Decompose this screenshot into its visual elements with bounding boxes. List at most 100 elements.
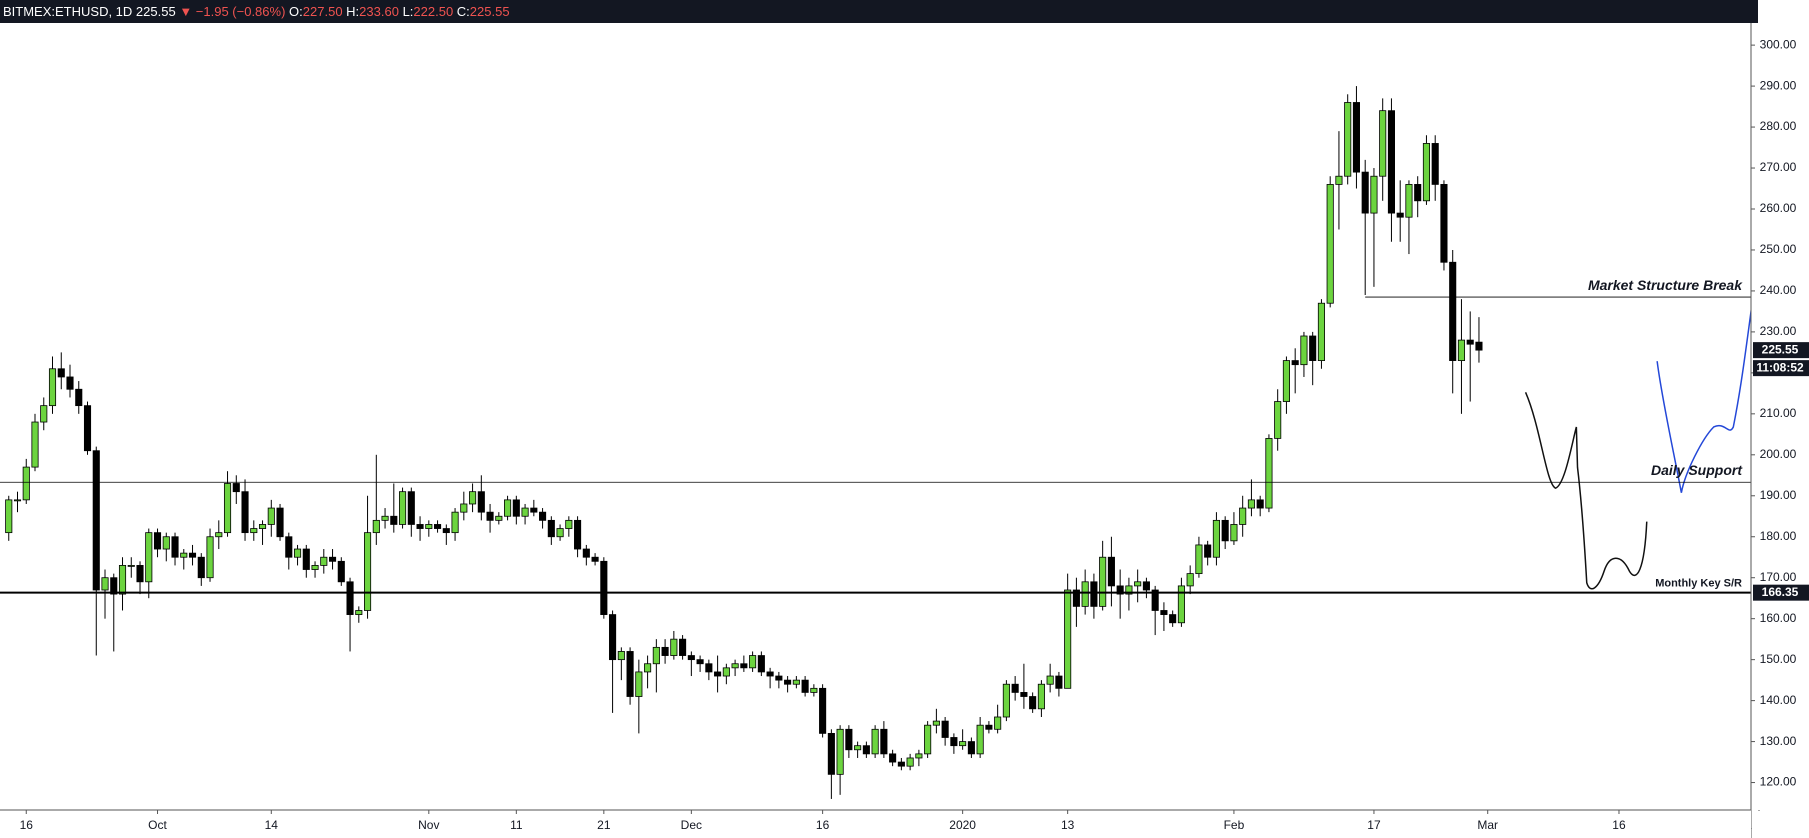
candle-body [1125,585,1133,595]
candle-body [136,565,144,583]
candle-body [215,532,223,538]
x-tick-label: 17 [1367,818,1381,832]
candle-body [258,524,267,529]
candle-body [836,728,844,775]
candle-body [1344,102,1352,177]
candle-body [92,450,100,591]
x-tick-label: 11 [510,818,523,832]
candle-body [451,511,459,534]
x-tick-label: 14 [265,818,279,832]
label: C: [456,4,470,19]
candle-body [1151,589,1159,611]
candle-body [293,548,302,558]
candle-body [661,646,669,656]
candle-body [381,515,389,521]
candle-body [792,679,800,685]
candle-body [1221,519,1229,542]
x-tick-label: 2020 [949,818,976,832]
candle-body [950,737,958,747]
candle-body [696,659,704,665]
candle-body [1186,573,1194,587]
candle-body [372,519,380,534]
candle-body [1422,143,1431,202]
candle-body [1195,544,1203,575]
candle-body [346,581,354,615]
candle-body [48,368,57,407]
y-tick-label: 180.00 [1760,529,1797,543]
candle-body [775,675,783,681]
candle-body [416,524,424,529]
candle-body [1265,438,1273,509]
candle-body [1291,360,1299,366]
candle-body [276,507,284,538]
y-tick-label: 130.00 [1760,734,1797,748]
candle-body [1046,675,1054,685]
candle-body [311,565,319,570]
candle-body [924,724,932,755]
candle-body [889,753,897,763]
y-tick-label: 160.00 [1760,611,1797,625]
candle-body [1361,171,1369,214]
y-tick-label: 250.00 [1760,242,1797,256]
candle-body [897,761,905,767]
y-tick-label: 120.00 [1760,775,1797,789]
y-tick-label: 240.00 [1760,283,1797,297]
candle-body [1405,184,1413,218]
level-label: Daily Support [1651,462,1743,478]
candle-body [626,651,634,697]
candle-body [504,499,512,517]
candle-body [1379,110,1387,177]
candle-body [285,536,293,558]
candle-body [880,728,888,755]
hand-drawing [1524,305,1753,590]
candle-body [390,515,398,525]
candle-body [1466,339,1474,345]
x-tick-label: Mar [1477,818,1498,832]
candle-body [862,745,870,755]
candle-body [75,388,83,407]
candle-body [600,560,608,615]
candle-body [801,679,809,693]
candle-body [1475,341,1483,351]
candle-body [1457,339,1466,361]
candle-body [364,532,372,611]
candle-body [556,528,564,538]
axis-corner [1752,811,1809,838]
candle-body [434,524,442,529]
price-tag-label: 166.35 [1762,585,1799,599]
candle-body [845,728,853,751]
candle-body [670,638,678,656]
change: ▼ −1.95 (−0.86%) [179,4,286,19]
candle-body [1440,184,1448,263]
candle-body [565,519,573,529]
candle-body [1387,110,1395,214]
candle-body [66,376,74,390]
candle-body [906,757,914,767]
symbol-header: BITMEX:ETHUSD, 1D 225.55 ▼ −1.95 (−0.86%… [0,0,1758,23]
candle-body [810,687,818,693]
candle-body [469,491,477,505]
candle-body [687,655,695,661]
candle-body [959,741,967,747]
candle-body [827,732,835,775]
price-tag [1753,584,1809,601]
candle-body [1081,581,1089,607]
candle-body [705,663,713,673]
candle-body [13,499,22,502]
candle-body [267,507,275,525]
candle-body [1274,401,1282,439]
candle-body [1282,360,1290,402]
candle-body [1352,102,1360,173]
candle-body [83,405,92,452]
candle-body [652,646,660,665]
candle-body [180,552,188,558]
level-label: Market Structure Break [1588,277,1743,293]
x-tick-label: Feb [1224,818,1245,832]
y-tick-label: 140.00 [1760,693,1797,707]
candle-body [1029,696,1037,710]
candle-body [153,532,162,550]
candle-body [1072,589,1080,607]
y-tick-label: 170.00 [1760,570,1797,584]
candle-body [512,499,520,517]
candle-body [1326,184,1334,304]
